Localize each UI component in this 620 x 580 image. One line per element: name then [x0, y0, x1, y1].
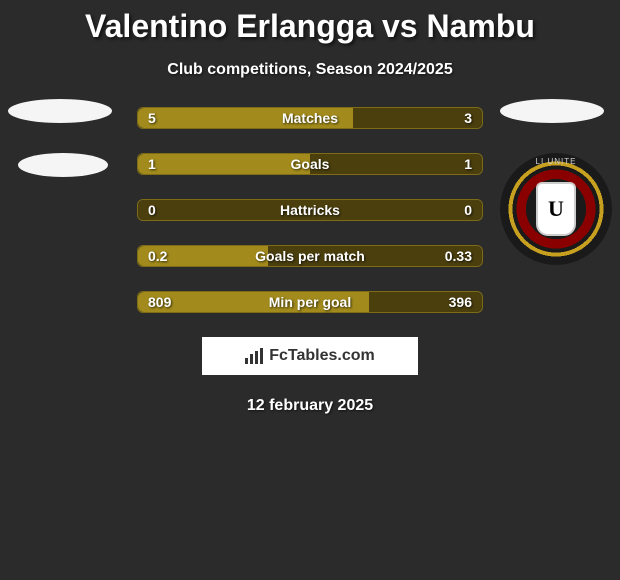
stat-label: Goals per match [255, 248, 365, 264]
stat-bar-row: 1 Goals 1 [137, 153, 483, 175]
stat-bar-row: 0 Hattricks 0 [137, 199, 483, 221]
comparison-date: 12 february 2025 [0, 397, 620, 415]
badge-letter: U [536, 182, 576, 236]
comparison-subtitle: Club competitions, Season 2024/2025 [0, 61, 620, 79]
stat-bar-row: 5 Matches 3 [137, 107, 483, 129]
stat-left-value: 0 [148, 202, 156, 218]
comparison-chart: LI UNITE U 5 Matches 3 1 Goals 1 0 Hattricks 0 0.… [0, 107, 620, 313]
club-badge-icon: LI UNITE U [500, 153, 612, 265]
player-left-avatar [8, 99, 112, 207]
stat-left-value: 5 [148, 110, 156, 126]
stat-right-value: 1 [464, 156, 472, 172]
stat-right-value: 0 [464, 202, 472, 218]
stat-right-value: 396 [449, 294, 472, 310]
avatar-placeholder-icon [18, 153, 108, 177]
stat-label: Hattricks [280, 202, 340, 218]
comparison-title: Valentino Erlangga vs Nambu [0, 0, 620, 45]
branding-logo: FcTables.com [202, 337, 418, 375]
stat-label: Min per goal [269, 294, 351, 310]
branding-text: FcTables.com [269, 347, 375, 365]
player-right-avatar: LI UNITE U [500, 99, 612, 265]
avatar-placeholder-icon [8, 99, 112, 123]
stat-left-value: 0.2 [148, 248, 167, 264]
avatar-placeholder-icon [500, 99, 604, 123]
stat-bar-row: 0.2 Goals per match 0.33 [137, 245, 483, 267]
stat-left-value: 809 [148, 294, 171, 310]
stat-label: Goals [291, 156, 330, 172]
stat-right-value: 0.33 [445, 248, 472, 264]
stat-left-value: 1 [148, 156, 156, 172]
badge-top-text: LI UNITE [536, 157, 577, 166]
stat-bars: 5 Matches 3 1 Goals 1 0 Hattricks 0 0.2 Goals per … [137, 107, 483, 313]
stat-label: Matches [282, 110, 338, 126]
chart-icon [245, 348, 265, 364]
stat-right-value: 3 [464, 110, 472, 126]
stat-bar-row: 809 Min per goal 396 [137, 291, 483, 313]
